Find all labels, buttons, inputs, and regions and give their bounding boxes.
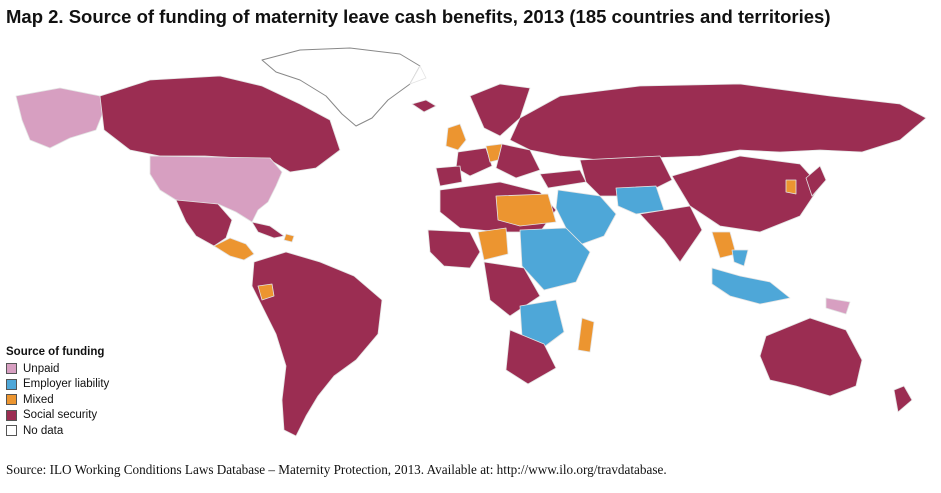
region-iceland [411,99,437,113]
legend-swatch [6,425,17,437]
region-south-africa [505,329,557,385]
region-greenland-edge [409,65,427,85]
region-iran-afghan [615,185,665,215]
region-greenland [261,47,421,127]
legend-label: Employer liability [23,378,110,391]
region-usa [149,155,283,223]
region-mexico [175,199,233,247]
legend-item-social: Social security [6,408,109,424]
region-uk [445,123,467,151]
region-w-africa [427,229,481,269]
region-canada [99,75,341,173]
legend-item-employer: Employer liability [6,377,109,393]
region-south-america [251,251,383,437]
region-e-europe [495,143,541,179]
legend-swatch [6,378,17,390]
region-alaska [15,87,105,149]
legend-item-nodata: No data [6,423,109,439]
legend-item-mixed: Mixed [6,392,109,408]
region-arabia [555,189,617,245]
region-e-africa [519,227,591,291]
region-sahel-mixed [477,227,509,261]
region-australia [759,317,863,397]
legend: Source of funding Unpaid Employer liabil… [6,346,109,439]
region-se-asia-emp [731,249,749,267]
region-korea [785,179,797,195]
region-japan [805,165,827,197]
world-map [15,47,927,437]
region-indonesia [711,267,791,305]
region-iberia [435,165,463,187]
legend-label: Unpaid [23,362,60,375]
region-png [825,297,851,315]
region-turkey [539,169,587,189]
region-s-africa-emp [519,299,565,351]
legend-swatch [6,363,17,375]
map-title: Map 2. Source of funding of maternity le… [6,6,831,27]
region-nz [893,385,913,413]
region-libya-egypt [495,193,557,227]
legend-label: Mixed [23,393,54,406]
legend-label: No data [23,424,64,437]
region-russia [509,83,927,161]
region-caribbean-mixed [283,233,295,243]
source-note: Source: ILO Working Conditions Laws Data… [6,462,667,477]
legend-label: Social security [23,409,98,422]
region-madagascar [577,317,595,353]
legend-swatch [6,394,17,406]
region-w-europe [455,147,493,177]
region-india [639,205,703,263]
region-china [671,155,821,233]
region-central-america [213,237,255,261]
region-caribbean [251,221,285,239]
legend-item-unpaid: Unpaid [6,361,109,377]
region-ecuador [257,283,275,301]
legend-swatch [6,409,17,421]
legend-title: Source of funding [6,346,105,358]
